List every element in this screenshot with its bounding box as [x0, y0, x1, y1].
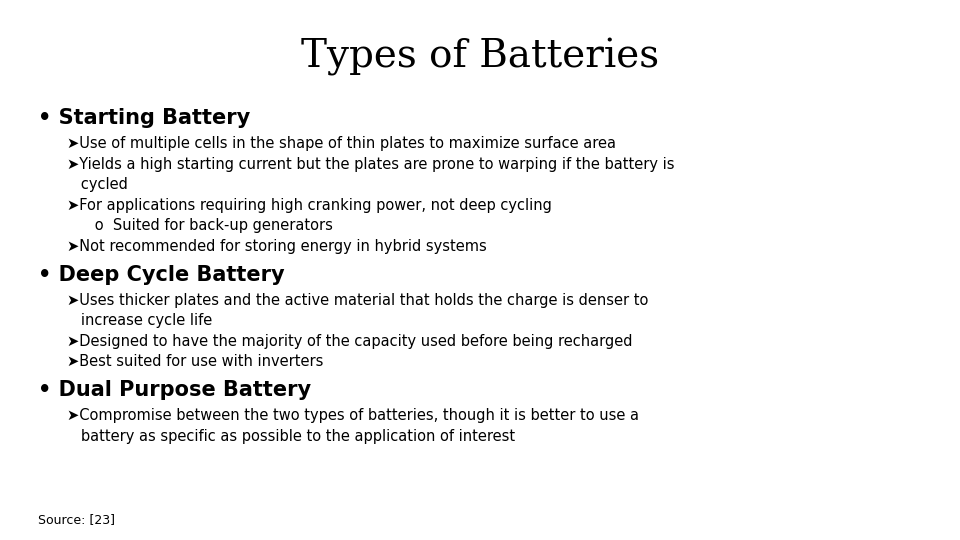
Text: battery as specific as possible to the application of interest: battery as specific as possible to the a… — [67, 429, 516, 444]
Text: Types of Batteries: Types of Batteries — [300, 38, 660, 76]
Text: increase cycle life: increase cycle life — [67, 313, 212, 328]
Text: • Deep Cycle Battery: • Deep Cycle Battery — [38, 265, 285, 285]
Text: ➤Best suited for use with inverters: ➤Best suited for use with inverters — [67, 354, 324, 369]
Text: ➤For applications requiring high cranking power, not deep cycling: ➤For applications requiring high crankin… — [67, 198, 552, 213]
Text: • Dual Purpose Battery: • Dual Purpose Battery — [38, 380, 312, 400]
Text: ➤Yields a high starting current but the plates are prone to warping if the batte: ➤Yields a high starting current but the … — [67, 157, 675, 172]
Text: ➤Designed to have the majority of the capacity used before being recharged: ➤Designed to have the majority of the ca… — [67, 334, 633, 349]
Text: • Starting Battery: • Starting Battery — [38, 108, 251, 128]
Text: cycled: cycled — [67, 177, 128, 192]
Text: ➤Use of multiple cells in the shape of thin plates to maximize surface area: ➤Use of multiple cells in the shape of t… — [67, 136, 616, 151]
Text: Source: [23]: Source: [23] — [38, 513, 115, 526]
Text: ➤Not recommended for storing energy in hybrid systems: ➤Not recommended for storing energy in h… — [67, 239, 487, 254]
Text: o  Suited for back-up generators: o Suited for back-up generators — [67, 218, 333, 233]
Text: ➤Compromise between the two types of batteries, though it is better to use a: ➤Compromise between the two types of bat… — [67, 408, 639, 423]
Text: ➤Uses thicker plates and the active material that holds the charge is denser to: ➤Uses thicker plates and the active mate… — [67, 293, 649, 308]
